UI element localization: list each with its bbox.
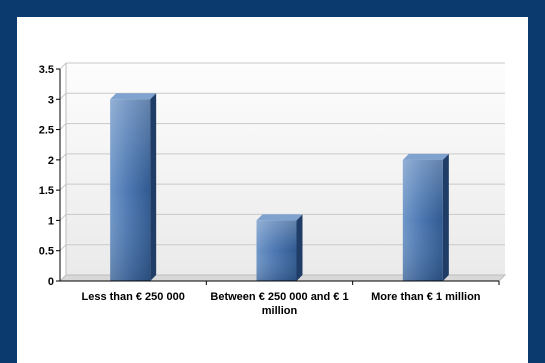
gridline-depth	[59, 92, 67, 100]
bar	[402, 153, 449, 281]
gridline-depth	[59, 244, 67, 252]
y-tick-label: 2.5	[39, 125, 54, 137]
bar-side	[442, 153, 449, 281]
x-category-label: Between € 250 000 and € 1 million	[210, 291, 348, 317]
y-tick-label: 1.5	[39, 185, 54, 197]
y-tick-label: 1	[48, 215, 54, 227]
x-category-label: More than € 1 million	[371, 291, 481, 303]
y-tick-label: 0.5	[39, 246, 54, 258]
bars	[110, 93, 449, 282]
gridline-depth	[59, 183, 67, 191]
bar-top	[256, 214, 303, 221]
bar	[110, 93, 157, 282]
gridline-depth	[59, 214, 67, 221]
bar-side	[296, 214, 303, 281]
bar-shade	[256, 220, 297, 281]
y-tick-label: 2	[48, 155, 54, 167]
bar-top	[402, 153, 449, 160]
gridline-depth	[59, 123, 67, 130]
y-tick-label: 3.5	[39, 64, 54, 76]
bar-shade	[402, 159, 443, 281]
y-axis: 0 0.5 1 1.5 2 2.5 3 3.5	[39, 64, 61, 288]
gridline-depth	[59, 62, 67, 70]
gridline-depth	[59, 153, 67, 161]
x-category-label: Less than € 250 000	[81, 291, 184, 303]
bar-shade	[110, 99, 151, 282]
x-axis: Less than € 250 000 Between € 250 000 and…	[60, 280, 500, 317]
y-tick-label: 3	[48, 94, 54, 106]
bar-side	[150, 93, 157, 282]
bar-top	[110, 93, 157, 100]
y-tick-label: 0	[48, 276, 54, 288]
bar	[256, 214, 303, 281]
